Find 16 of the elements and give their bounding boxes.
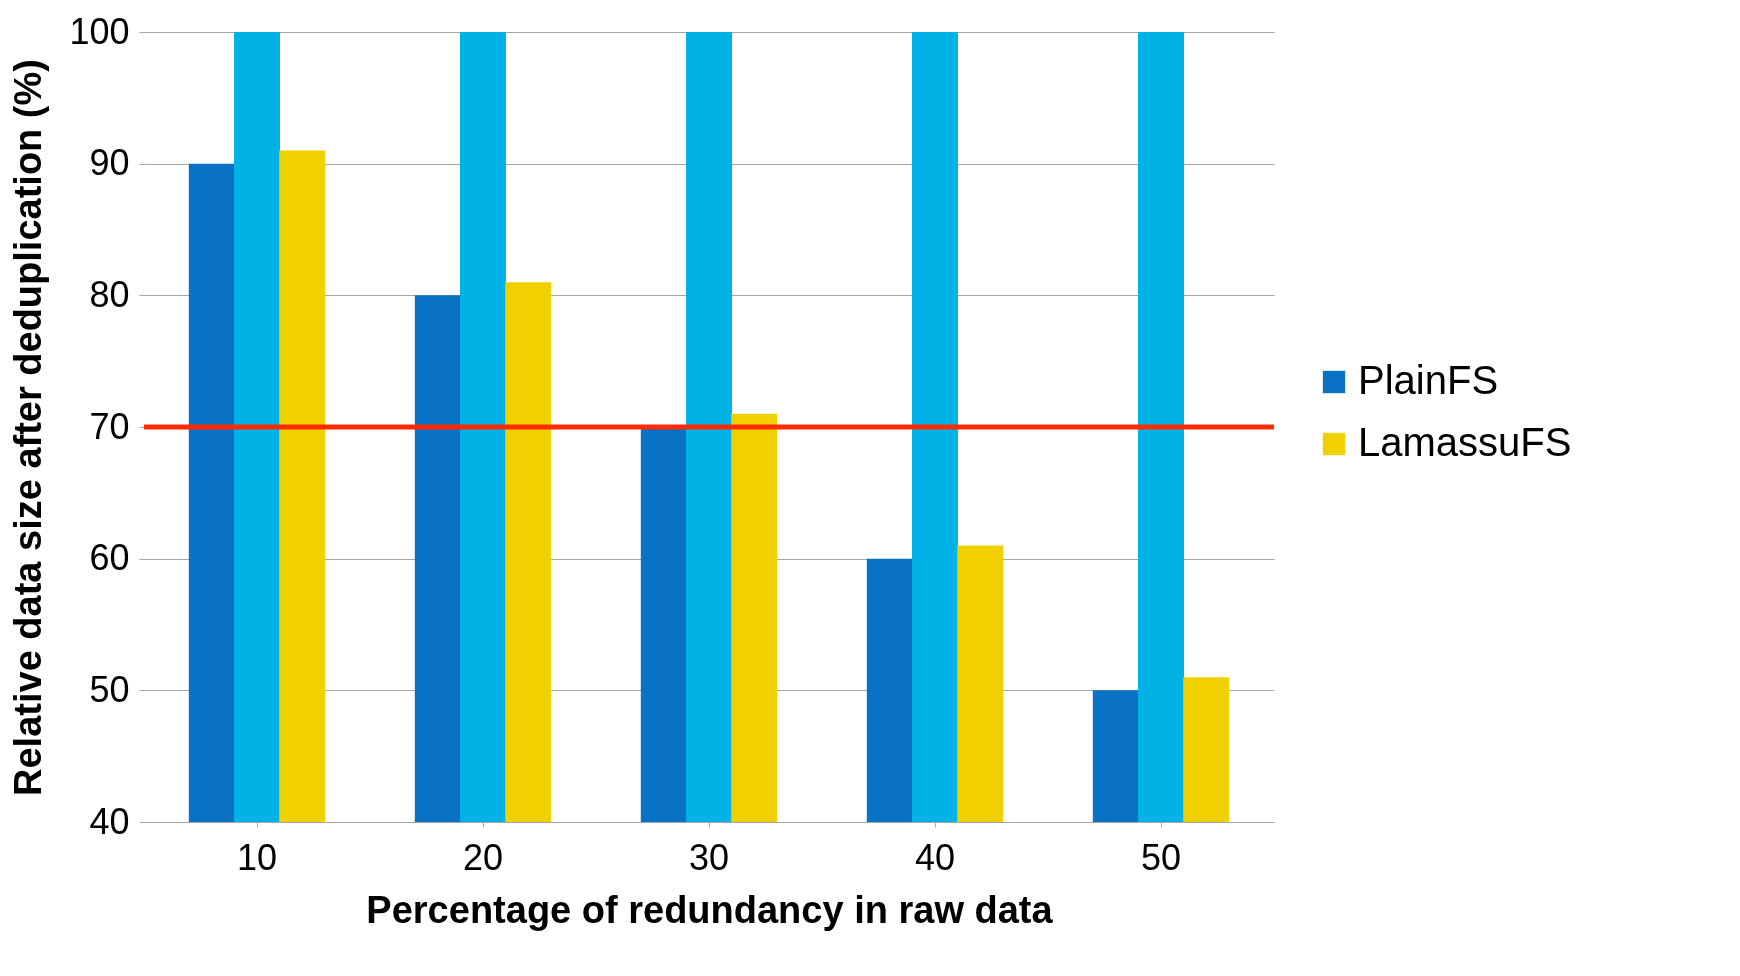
y-tick-label: 100 [69,10,130,52]
x-tick-label: 30 [688,836,730,878]
x-axis-title: Percentage of redundancy in raw data [366,888,1054,931]
y-tick-label: 60 [89,537,130,579]
y-tick-label: 90 [89,142,130,184]
y-tick-label: 70 [89,405,130,447]
y-tick-label: 40 [89,800,130,842]
legend-label: LamassuFS [1358,420,1572,464]
y-axis-title: Relative data size after deduplication (%) [7,59,50,796]
x-tick-label: 40 [914,836,956,878]
y-tick-label: 80 [89,273,130,315]
y-tick-label: 50 [89,668,130,710]
x-tick-label: 50 [1140,836,1182,878]
x-tick-label: 10 [236,836,278,878]
x-tick-label: 20 [462,836,504,878]
legend-label: PlainFS [1358,358,1499,402]
